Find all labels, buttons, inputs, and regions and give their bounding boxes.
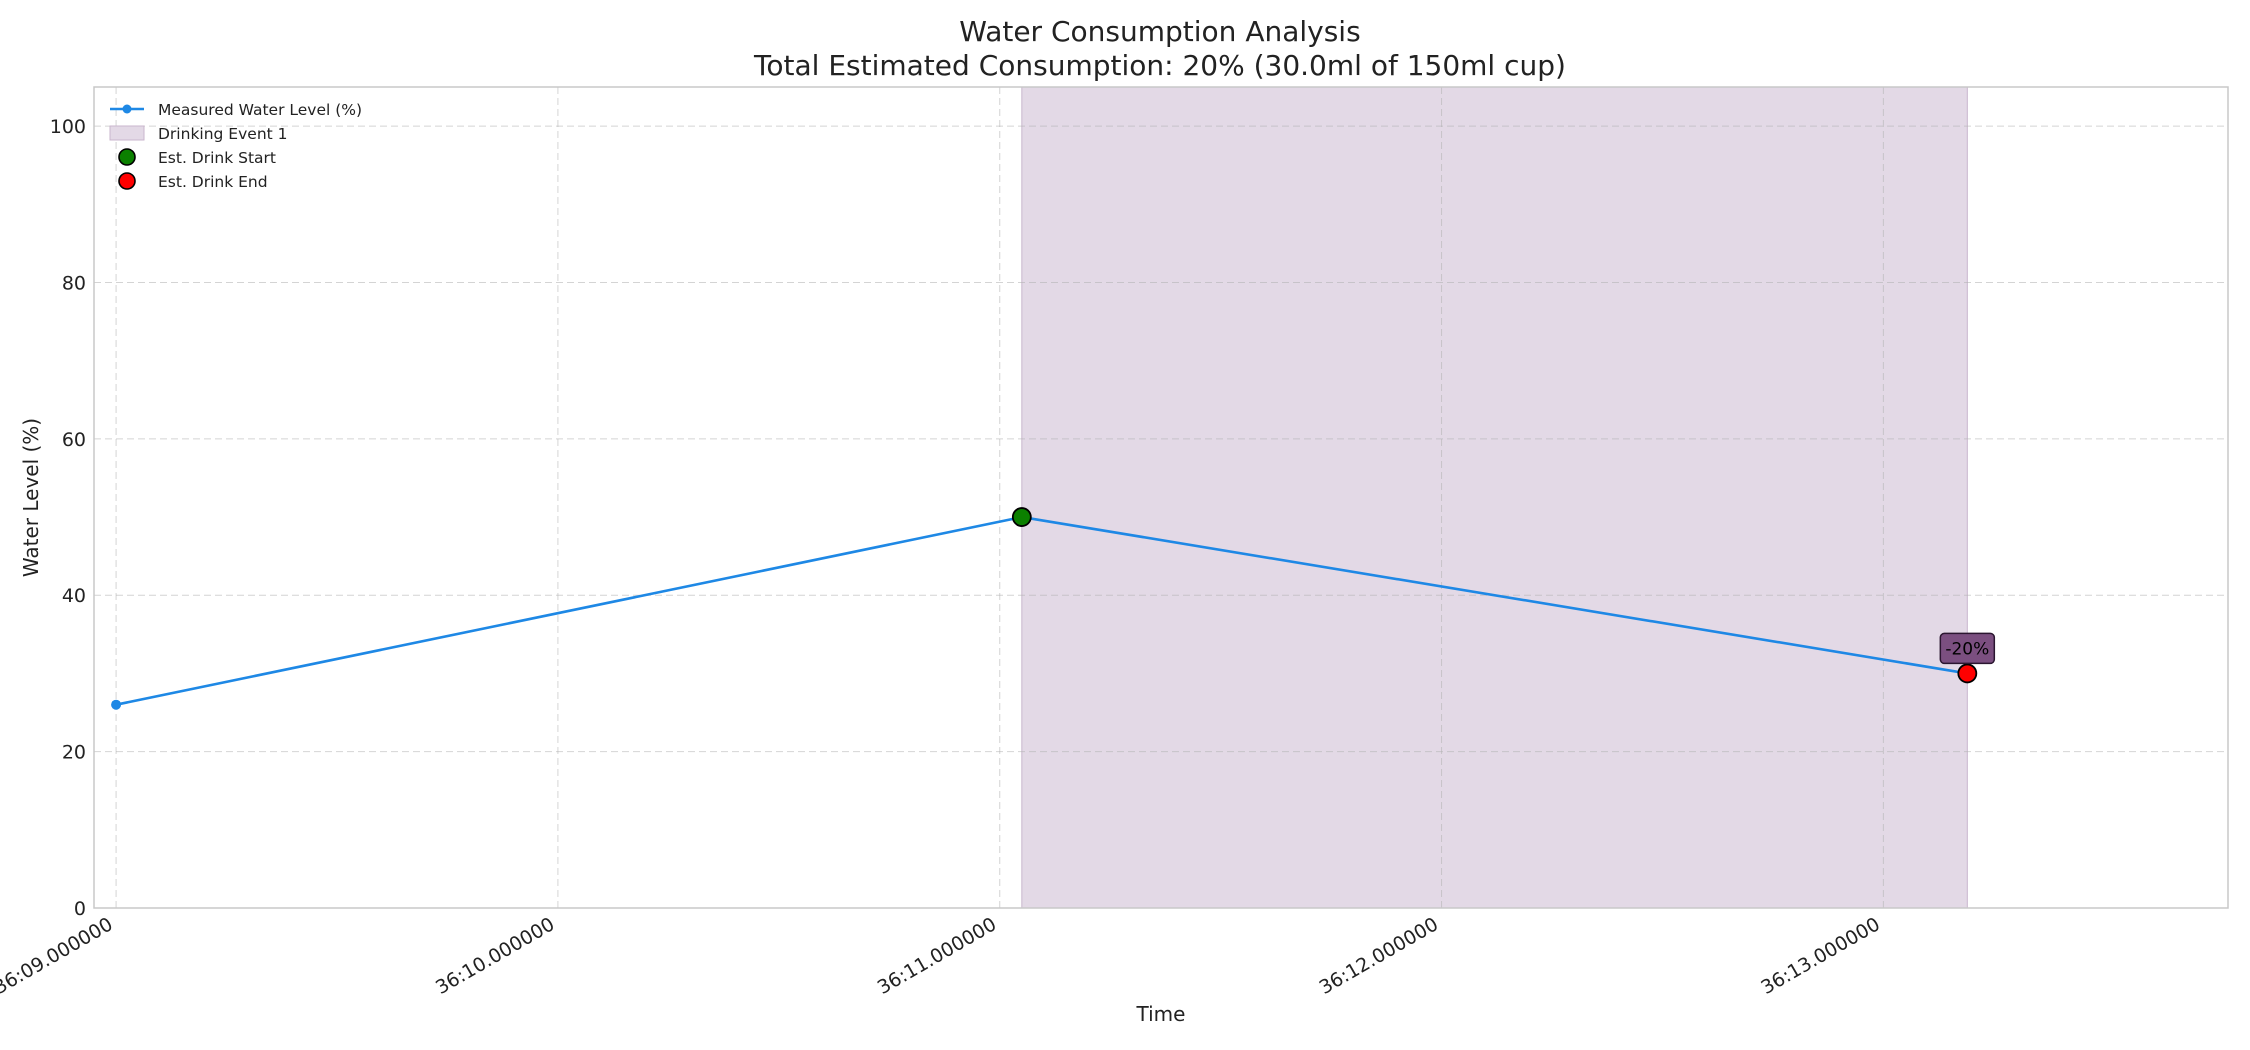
- consumption-annotation: -20%: [1945, 639, 1989, 659]
- y-tick-label: 100: [50, 116, 86, 138]
- legend-label-drinking-event: Drinking Event 1: [158, 125, 288, 143]
- legend-end-swatch: [118, 172, 136, 190]
- legend-point-swatch: [122, 104, 132, 114]
- drink-end-marker: [1957, 663, 1978, 684]
- data-point-1: [111, 699, 122, 710]
- plot-frame: [93, 86, 2229, 909]
- y-tick-label: 80: [62, 272, 86, 294]
- legend-label-water-level: Measured Water Level (%): [158, 101, 362, 119]
- drinking-event-span-1: [1021, 86, 1968, 909]
- y-tick-label: 40: [62, 585, 86, 607]
- chart-subtitle: Total Estimated Consumption: 20% (30.0ml…: [753, 49, 1566, 82]
- y-tick-label: 60: [62, 429, 86, 451]
- y-axis-label: Water Level (%): [19, 418, 43, 577]
- legend-label-drink-start: Est. Drink Start: [158, 149, 276, 167]
- chart-title: Water Consumption Analysis: [959, 15, 1360, 48]
- x-axis-label: Time: [1136, 1002, 1186, 1026]
- consumption-annotation-box: [1939, 632, 1996, 665]
- y-tick-label: 0: [74, 898, 86, 920]
- legend-label-drink-end: Est. Drink End: [158, 173, 268, 191]
- legend-span-swatch: [109, 125, 145, 141]
- drink-start-marker: [1011, 507, 1032, 527]
- y-tick-label: 20: [62, 742, 86, 764]
- legend-start-swatch: [118, 148, 136, 166]
